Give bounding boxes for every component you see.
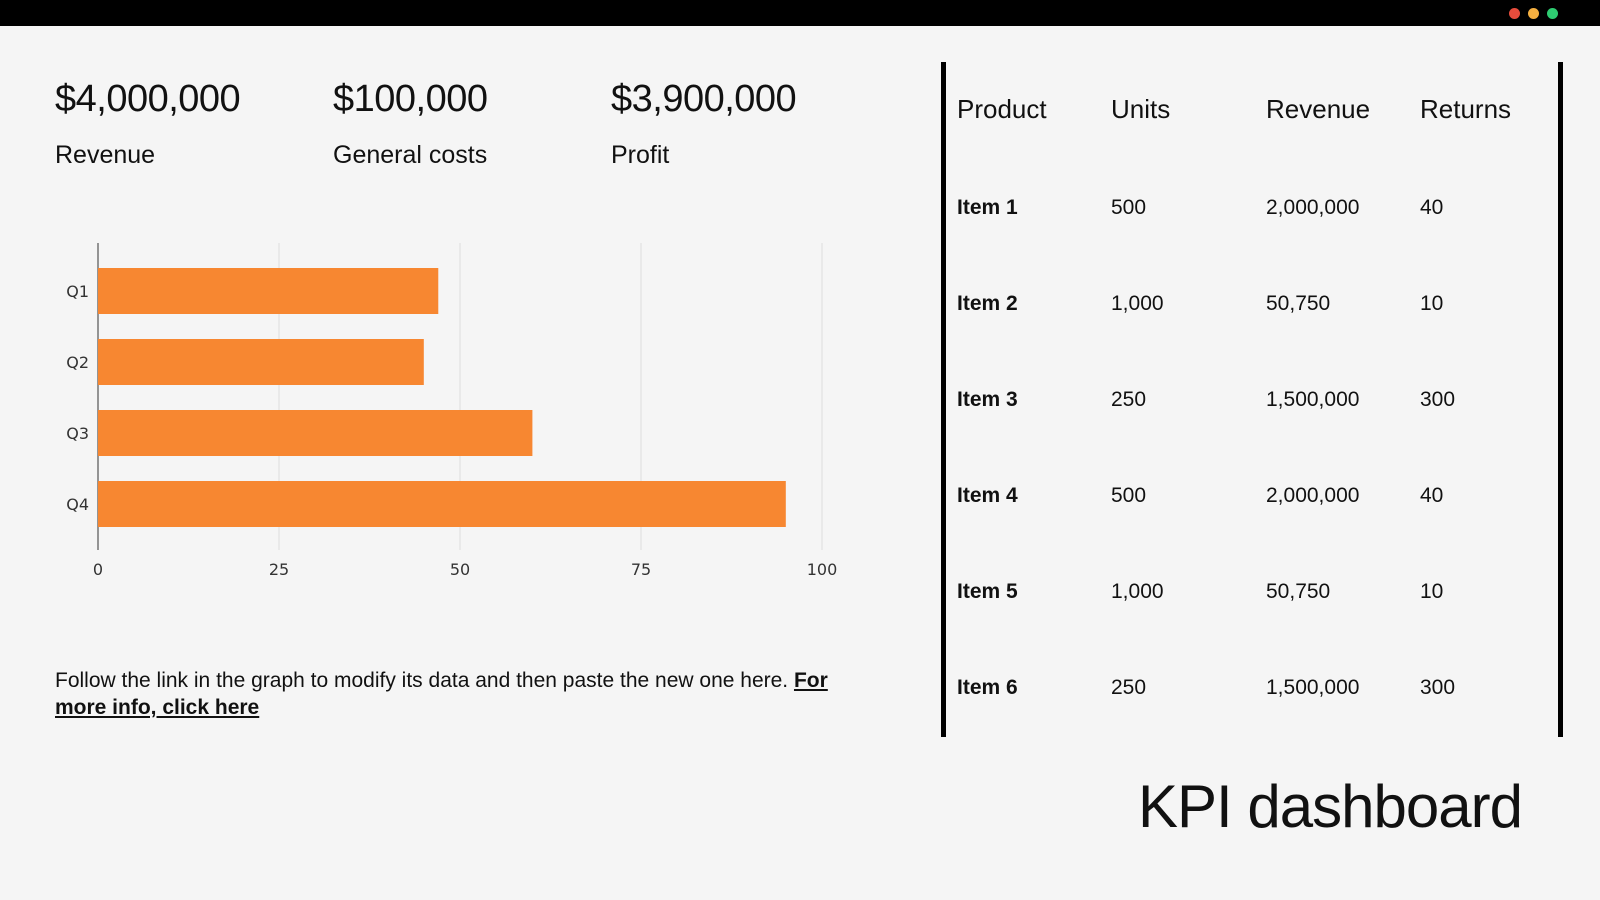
header-product: Product bbox=[957, 94, 1047, 124]
bar-q4 bbox=[98, 481, 786, 527]
table-cell-product: Item 3 bbox=[957, 388, 1018, 411]
table-left-border bbox=[941, 62, 946, 737]
table-cell-product: Item 2 bbox=[957, 292, 1018, 315]
kpi-profit-label: Profit bbox=[611, 141, 670, 169]
maximize-window-icon[interactable] bbox=[1547, 8, 1558, 19]
kpi-costs-value: $100,000 bbox=[333, 78, 488, 120]
x-tick-label: 25 bbox=[269, 560, 289, 579]
x-tick-label: 50 bbox=[450, 560, 470, 579]
bar-q1 bbox=[98, 268, 439, 314]
y-tick-label: Q1 bbox=[66, 282, 89, 301]
table-cell-returns: 10 bbox=[1420, 292, 1444, 315]
table-cell-product: Item 1 bbox=[957, 196, 1018, 219]
table-cell-revenue: 50,750 bbox=[1266, 580, 1331, 603]
table-cell-units: 1,000 bbox=[1111, 580, 1164, 603]
table-cell-units: 250 bbox=[1111, 388, 1147, 411]
x-tick-label: 75 bbox=[631, 560, 651, 579]
y-tick-label: Q3 bbox=[66, 424, 89, 443]
table-cell-units: 250 bbox=[1111, 676, 1147, 699]
table-cell-units: 1,000 bbox=[1111, 292, 1164, 315]
kpi-profit-value: $3,900,000 bbox=[611, 78, 797, 120]
header-revenue: Revenue bbox=[1266, 94, 1371, 124]
table-cell-revenue: 50,750 bbox=[1266, 292, 1331, 315]
quarterly-bar-chart[interactable]: 0 25 50 75 100 Q1 Q2 Q3 Q4 bbox=[40, 235, 860, 595]
x-tick-label: 0 bbox=[93, 560, 103, 579]
table-cell-returns: 300 bbox=[1420, 388, 1456, 411]
y-tick-label: Q2 bbox=[66, 353, 89, 372]
minimize-window-icon[interactable] bbox=[1528, 8, 1539, 19]
more-info-link[interactable]: For more info, click here bbox=[55, 669, 828, 719]
kpi-revenue-value: $4,000,000 bbox=[55, 78, 241, 120]
table-cell-product: Item 6 bbox=[957, 676, 1018, 699]
table-cell-units: 500 bbox=[1111, 196, 1147, 219]
footnote-text: Follow the link in the graph to modify i… bbox=[55, 669, 794, 692]
kpi-revenue-label: Revenue bbox=[55, 141, 156, 169]
header-units: Units bbox=[1111, 94, 1171, 124]
close-window-icon[interactable] bbox=[1509, 8, 1520, 19]
page-title: KPI dashboard bbox=[1138, 773, 1523, 840]
footnote: Follow the link in the graph to modify i… bbox=[55, 667, 855, 721]
header-returns: Returns bbox=[1420, 94, 1512, 124]
table-right-border bbox=[1558, 62, 1563, 737]
table-cell-units: 500 bbox=[1111, 484, 1147, 507]
x-tick-label: 100 bbox=[807, 560, 838, 579]
table-cell-product: Item 4 bbox=[957, 484, 1018, 507]
bar-q2 bbox=[98, 339, 424, 385]
window-titlebar bbox=[0, 0, 1600, 26]
kpi-costs-label: General costs bbox=[333, 141, 488, 169]
table-cell-revenue: 1,500,000 bbox=[1266, 388, 1360, 411]
table-cell-revenue: 2,000,000 bbox=[1266, 196, 1360, 219]
table-cell-product: Item 5 bbox=[957, 580, 1018, 603]
table-cell-returns: 40 bbox=[1420, 484, 1444, 507]
y-tick-label: Q4 bbox=[66, 495, 89, 514]
table-cell-returns: 40 bbox=[1420, 196, 1444, 219]
table-cell-revenue: 2,000,000 bbox=[1266, 484, 1360, 507]
bar-q3 bbox=[98, 410, 533, 456]
table-cell-revenue: 1,500,000 bbox=[1266, 676, 1360, 699]
table-cell-returns: 300 bbox=[1420, 676, 1456, 699]
table-cell-returns: 10 bbox=[1420, 580, 1444, 603]
